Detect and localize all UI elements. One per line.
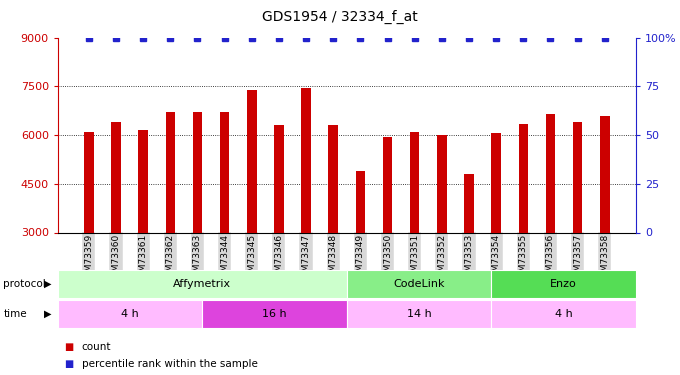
Bar: [301, 88, 311, 232]
Text: Affymetrix: Affymetrix: [173, 279, 231, 289]
Bar: [347, 300, 492, 328]
Bar: [492, 270, 636, 298]
Text: time: time: [3, 309, 27, 319]
Bar: [383, 136, 392, 232]
Bar: [437, 135, 447, 232]
Text: 14 h: 14 h: [407, 309, 431, 319]
Bar: [492, 134, 501, 232]
Text: ▶: ▶: [44, 279, 51, 289]
Bar: [139, 130, 148, 232]
Bar: [84, 132, 94, 232]
Text: percentile rank within the sample: percentile rank within the sample: [82, 359, 258, 369]
Text: ■: ■: [65, 359, 74, 369]
Text: protocol: protocol: [3, 279, 46, 289]
Bar: [58, 300, 203, 328]
Text: count: count: [82, 342, 111, 352]
Text: Enzo: Enzo: [550, 279, 577, 289]
Text: GDS1954 / 32334_f_at: GDS1954 / 32334_f_at: [262, 9, 418, 24]
Bar: [247, 90, 256, 232]
Bar: [573, 122, 582, 232]
Bar: [274, 125, 284, 232]
Bar: [203, 300, 347, 328]
Bar: [492, 300, 636, 328]
Text: 4 h: 4 h: [121, 309, 139, 319]
Bar: [112, 122, 121, 232]
Bar: [600, 116, 609, 232]
Bar: [58, 270, 347, 298]
Bar: [519, 124, 528, 232]
Bar: [356, 171, 365, 232]
Bar: [328, 125, 338, 232]
Text: ▶: ▶: [44, 309, 51, 319]
Bar: [192, 112, 202, 232]
Bar: [165, 112, 175, 232]
Bar: [464, 174, 474, 232]
Bar: [546, 114, 555, 232]
Bar: [347, 270, 492, 298]
Bar: [220, 112, 229, 232]
Bar: [410, 132, 420, 232]
Text: 16 h: 16 h: [262, 309, 287, 319]
Text: ■: ■: [65, 342, 74, 352]
Text: 4 h: 4 h: [555, 309, 573, 319]
Text: CodeLink: CodeLink: [393, 279, 445, 289]
